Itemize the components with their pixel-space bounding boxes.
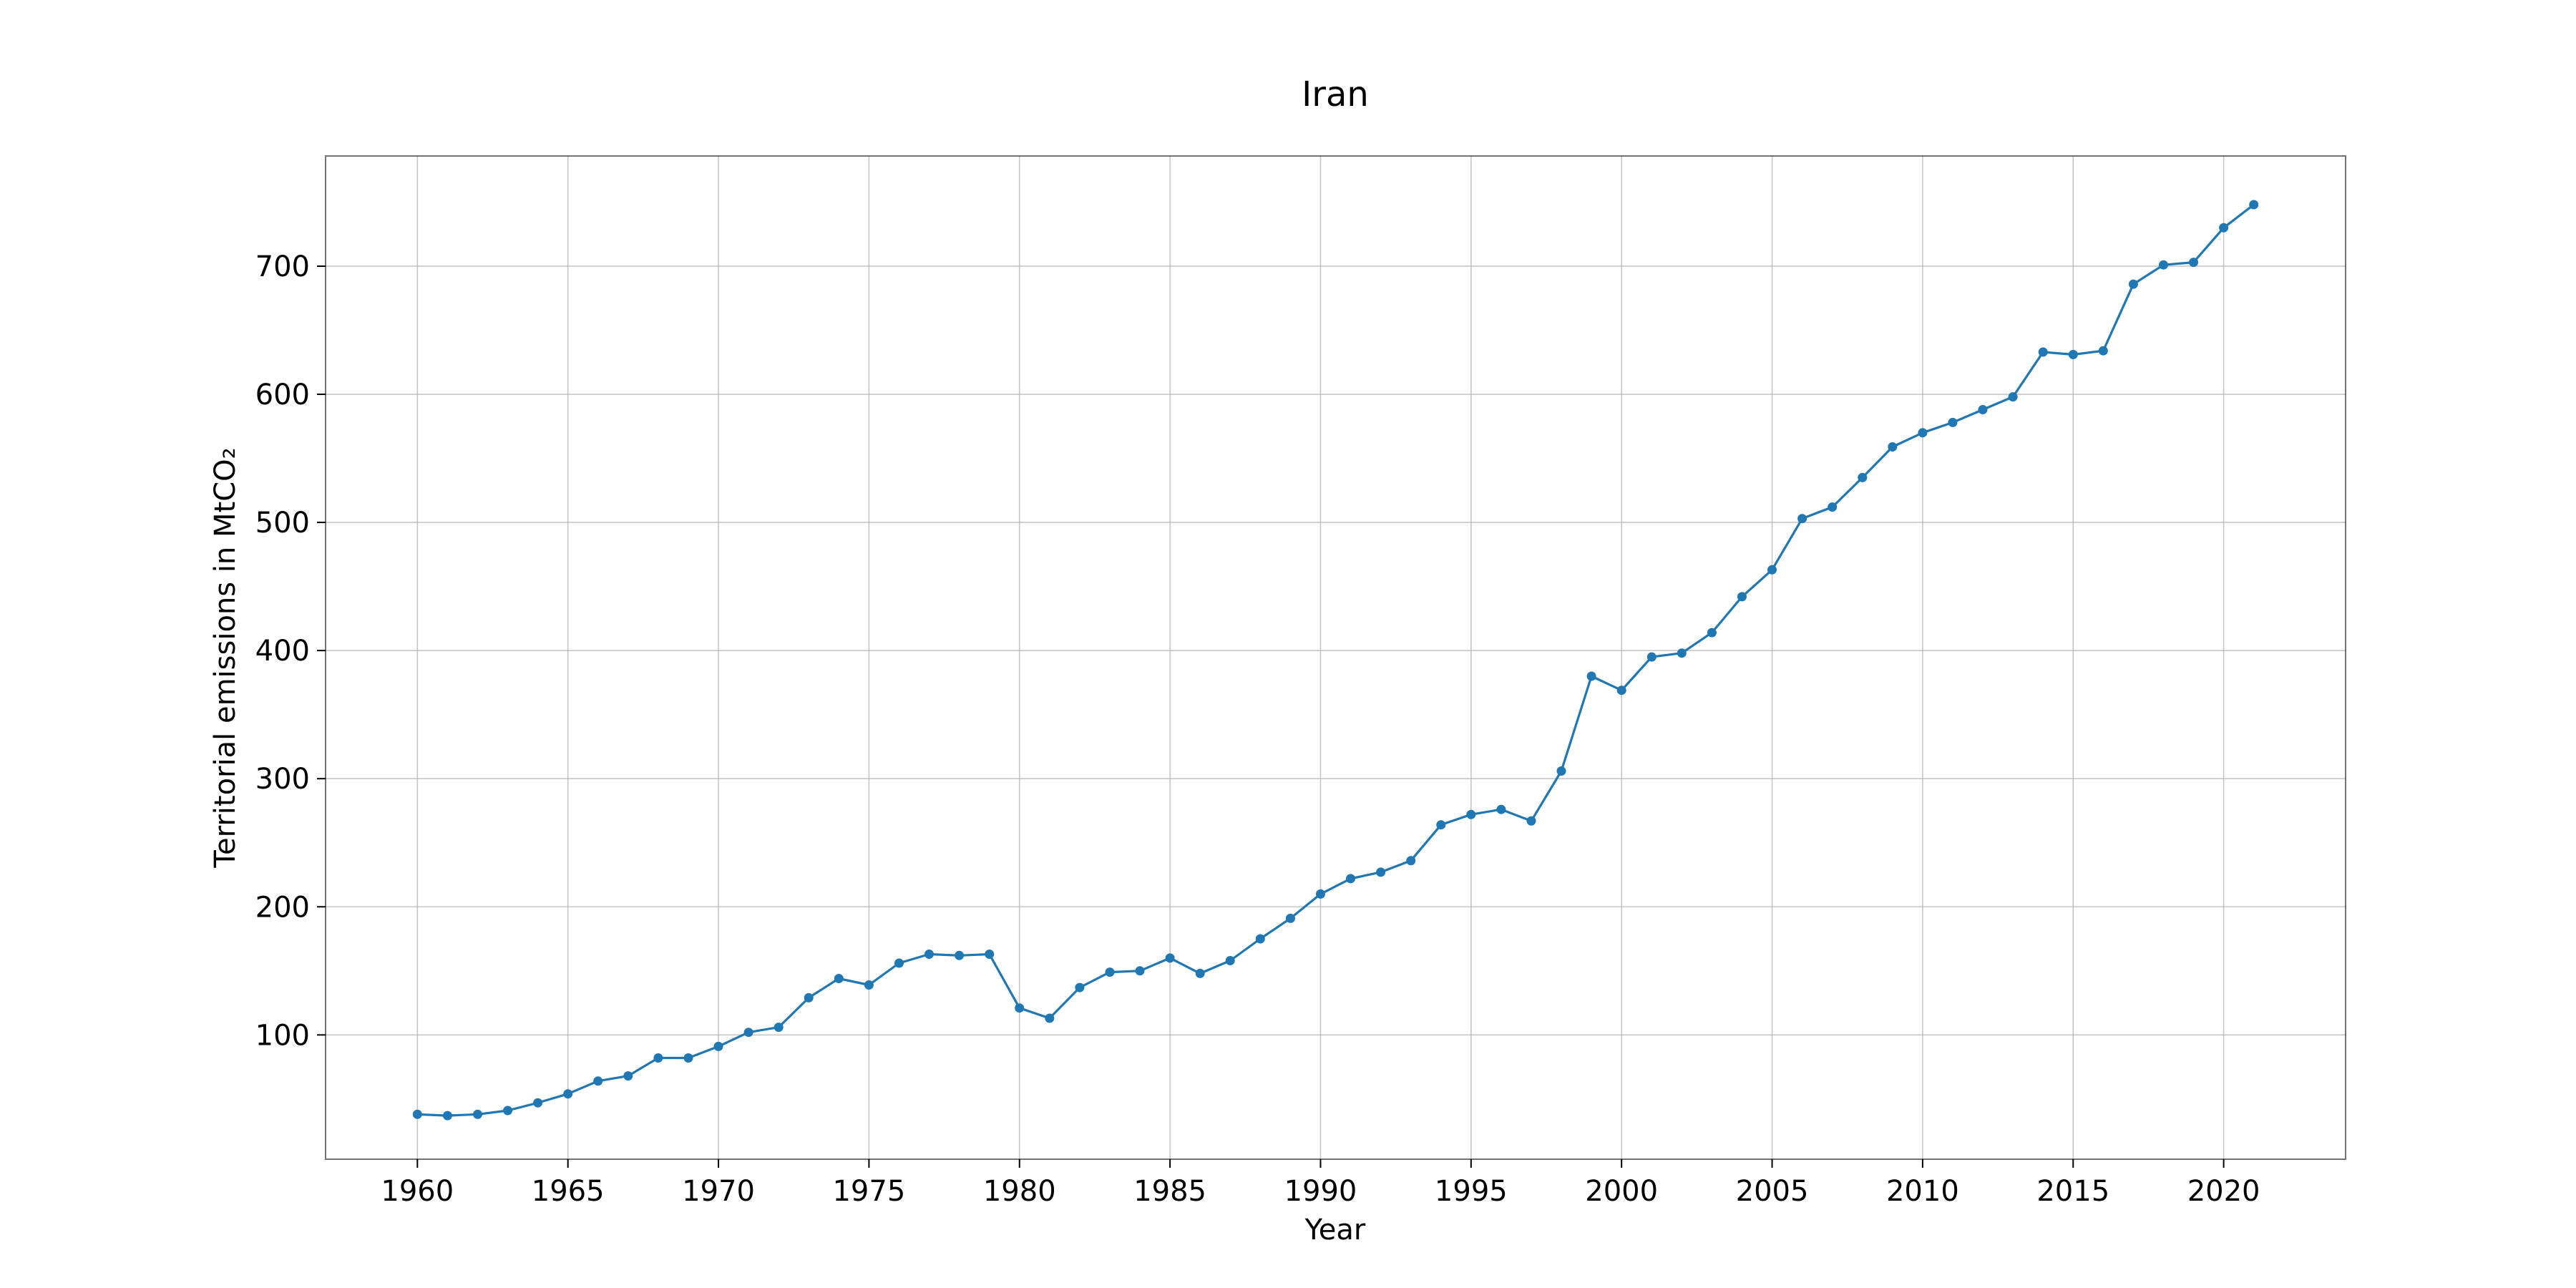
y-tick-label: 500 (255, 507, 310, 540)
data-point (1045, 1013, 1055, 1023)
data-point (1767, 565, 1777, 575)
data-point (412, 1109, 422, 1119)
data-point (2189, 258, 2198, 268)
data-point (1646, 652, 1657, 662)
x-tick-label: 1990 (1284, 1175, 1357, 1208)
data-point (924, 950, 934, 959)
data-point (563, 1089, 573, 1099)
y-tick-label: 700 (255, 250, 310, 283)
data-point (2068, 350, 2078, 359)
y-tick-label: 300 (255, 763, 310, 796)
data-point (1105, 967, 1115, 977)
x-tick-label: 1980 (983, 1175, 1056, 1208)
data-point (2098, 346, 2108, 356)
data-point (623, 1071, 633, 1081)
data-point (1346, 874, 1355, 884)
data-point (834, 974, 844, 983)
data-point (1376, 867, 1386, 877)
x-tick-label: 1960 (381, 1175, 454, 1208)
data-point (1978, 405, 1988, 414)
chart-title: Iran (1302, 74, 1369, 114)
data-point (1828, 502, 1838, 512)
data-point (864, 980, 874, 990)
data-point (2159, 260, 2168, 270)
data-point (743, 1028, 753, 1038)
data-point (2128, 279, 2138, 289)
data-point (1616, 686, 1626, 696)
data-point (473, 1109, 482, 1119)
data-point (774, 1023, 784, 1033)
data-point (1797, 514, 1807, 524)
data-point (1436, 820, 1446, 830)
data-point (1135, 966, 1145, 976)
x-tick-label: 1975 (832, 1175, 905, 1208)
data-point (1496, 804, 1506, 814)
data-point (1918, 428, 1928, 438)
x-tick-label: 1965 (532, 1175, 605, 1208)
y-axis-label: Territorial emissions in MtCO₂ (209, 447, 242, 868)
data-point (1285, 913, 1295, 923)
data-point (683, 1053, 693, 1063)
data-point (2038, 347, 2048, 357)
x-axis-label: Year (1304, 1214, 1366, 1246)
data-point (1316, 889, 1325, 899)
ticks: 1960 1965 1970 1975 1980 1985 1990 1995 2000 2005… (255, 250, 2260, 1208)
data-point (1015, 1003, 1025, 1013)
data-point (1948, 417, 1958, 427)
data-point (1586, 671, 1596, 681)
data-point (1707, 628, 1717, 638)
data-point (1526, 816, 1536, 826)
data-point (1556, 766, 1566, 776)
y-tick-label: 100 (255, 1019, 310, 1052)
data-point (1677, 648, 1687, 658)
data-point (2219, 223, 2229, 233)
series-layer (412, 200, 2259, 1121)
x-tick-label: 1970 (682, 1175, 755, 1208)
data-point (653, 1053, 663, 1063)
y-tick-label: 200 (255, 891, 310, 924)
grid (326, 156, 2346, 1159)
data-point (533, 1098, 543, 1108)
data-point (1406, 856, 1416, 866)
data-point (955, 950, 965, 960)
data-point (894, 958, 904, 968)
data-point (503, 1106, 512, 1116)
x-tick-label: 2015 (2036, 1175, 2109, 1208)
data-point (1466, 809, 1476, 819)
x-tick-label: 1995 (1435, 1175, 1508, 1208)
data-point (2249, 200, 2259, 210)
series-line (417, 203, 2255, 1117)
x-tick-label: 2000 (1585, 1175, 1658, 1208)
data-point (1225, 956, 1235, 965)
data-point (1195, 968, 1205, 978)
data-point (985, 950, 995, 959)
data-point (1165, 953, 1175, 963)
y-tick-label: 600 (255, 379, 310, 411)
data-point (1737, 592, 1747, 602)
data-point (1255, 934, 1265, 944)
data-point (593, 1076, 603, 1086)
data-point (804, 992, 814, 1002)
data-point (2008, 392, 2018, 402)
x-tick-label: 2005 (1736, 1175, 1809, 1208)
data-point (442, 1111, 452, 1121)
plot-frame (325, 155, 2346, 1160)
y-tick-label: 400 (255, 635, 310, 668)
x-tick-label: 2020 (2187, 1175, 2260, 1208)
x-tick-label: 2010 (1886, 1175, 1959, 1208)
x-tick-label: 1985 (1133, 1175, 1206, 1208)
data-point (1075, 982, 1085, 992)
data-point (1858, 472, 1868, 482)
data-point (713, 1041, 723, 1051)
data-point (1888, 442, 1898, 452)
